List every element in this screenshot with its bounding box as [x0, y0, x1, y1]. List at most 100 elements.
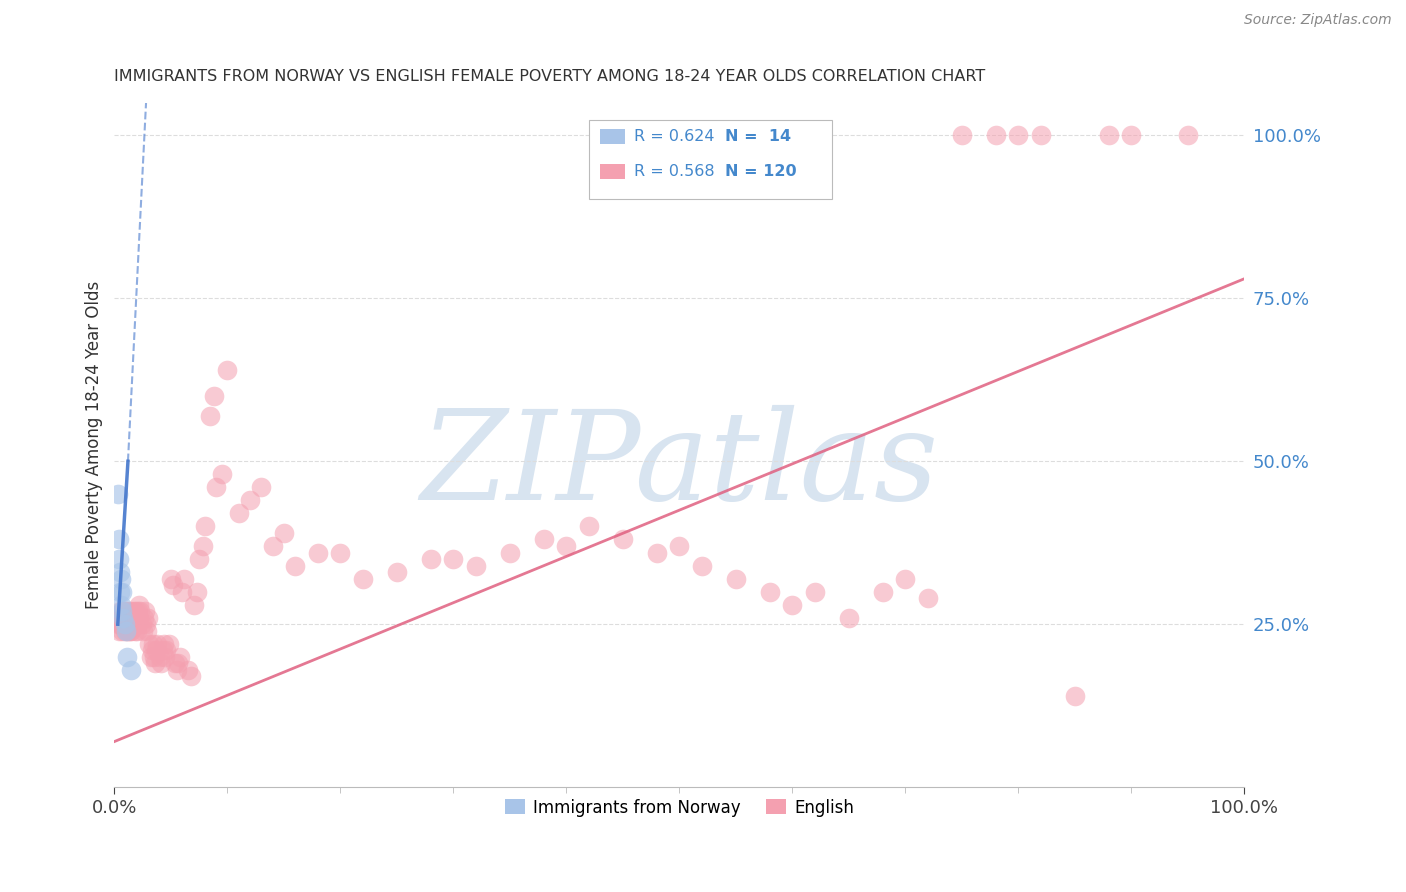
- Point: [533, 533, 555, 547]
- Point: [120, 617, 142, 632]
- Point: [108, 552, 131, 566]
- Point: [180, 669, 202, 683]
- Point: [172, 584, 194, 599]
- Point: [112, 610, 135, 624]
- Point: [262, 539, 284, 553]
- Point: [108, 533, 131, 547]
- Point: [108, 604, 131, 618]
- Point: [273, 525, 295, 540]
- Point: [128, 598, 150, 612]
- Text: ZIPatlas: ZIPatlas: [420, 405, 938, 526]
- Point: [1121, 128, 1143, 143]
- Point: [117, 617, 139, 632]
- Point: [136, 624, 159, 638]
- Point: [114, 617, 136, 632]
- Point: [872, 584, 894, 599]
- Point: [191, 539, 214, 553]
- Legend: Immigrants from Norway, English: Immigrants from Norway, English: [498, 792, 860, 823]
- Point: [121, 610, 143, 624]
- Point: [1007, 128, 1029, 143]
- Point: [200, 409, 222, 423]
- Point: [165, 657, 187, 671]
- Point: [173, 572, 195, 586]
- Point: [127, 604, 149, 618]
- Point: [984, 128, 1007, 143]
- Point: [177, 663, 200, 677]
- Point: [120, 624, 142, 638]
- Point: [131, 624, 153, 638]
- Point: [239, 493, 262, 508]
- Point: [169, 649, 191, 664]
- Point: [153, 637, 176, 651]
- Point: [114, 604, 136, 618]
- Point: [114, 617, 136, 632]
- Point: [143, 649, 166, 664]
- Point: [419, 552, 441, 566]
- Point: [110, 598, 132, 612]
- Point: [724, 572, 747, 586]
- Point: [114, 610, 136, 624]
- Point: [114, 624, 136, 638]
- Point: [194, 519, 217, 533]
- Point: [166, 657, 188, 671]
- Point: [1177, 128, 1199, 143]
- Point: [132, 610, 155, 624]
- Point: [139, 649, 162, 664]
- Point: [118, 617, 141, 632]
- Text: N = 120: N = 120: [724, 164, 796, 179]
- Point: [1029, 128, 1052, 143]
- Point: [152, 643, 174, 657]
- Point: [112, 610, 135, 624]
- Point: [612, 533, 634, 547]
- Point: [782, 598, 804, 612]
- Point: [838, 610, 860, 624]
- Point: [108, 565, 131, 579]
- Point: [228, 507, 250, 521]
- Point: [127, 617, 149, 632]
- Point: [108, 610, 131, 624]
- Point: [110, 572, 132, 586]
- Point: [149, 657, 172, 671]
- Point: [142, 637, 165, 651]
- Point: [134, 604, 156, 618]
- Point: [118, 604, 141, 618]
- Point: [120, 604, 142, 618]
- Point: [917, 591, 939, 606]
- Text: N =  14: N = 14: [724, 128, 790, 144]
- Text: R = 0.624: R = 0.624: [634, 128, 714, 144]
- Point: [759, 584, 782, 599]
- Point: [385, 565, 408, 579]
- Point: [114, 624, 136, 638]
- Point: [107, 487, 129, 501]
- Point: [135, 617, 157, 632]
- Point: [125, 604, 148, 618]
- Point: [894, 572, 917, 586]
- Point: [183, 598, 205, 612]
- Point: [211, 467, 233, 482]
- Point: [352, 572, 374, 586]
- Point: [111, 604, 134, 618]
- Point: [110, 610, 132, 624]
- Point: [120, 610, 142, 624]
- Point: [129, 604, 152, 618]
- Point: [128, 610, 150, 624]
- Point: [555, 539, 578, 553]
- Point: [120, 624, 142, 638]
- Point: [111, 617, 134, 632]
- Point: [499, 545, 522, 559]
- Point: [111, 624, 134, 638]
- Point: [465, 558, 488, 573]
- Point: [804, 584, 827, 599]
- Point: [250, 480, 273, 494]
- Point: [160, 572, 183, 586]
- Point: [155, 643, 177, 657]
- Point: [117, 610, 139, 624]
- Point: [125, 617, 148, 632]
- Point: [217, 363, 239, 377]
- Point: [115, 610, 138, 624]
- Point: [110, 617, 132, 632]
- Point: [125, 610, 148, 624]
- Point: [202, 389, 225, 403]
- Point: [114, 617, 136, 632]
- Point: [107, 617, 129, 632]
